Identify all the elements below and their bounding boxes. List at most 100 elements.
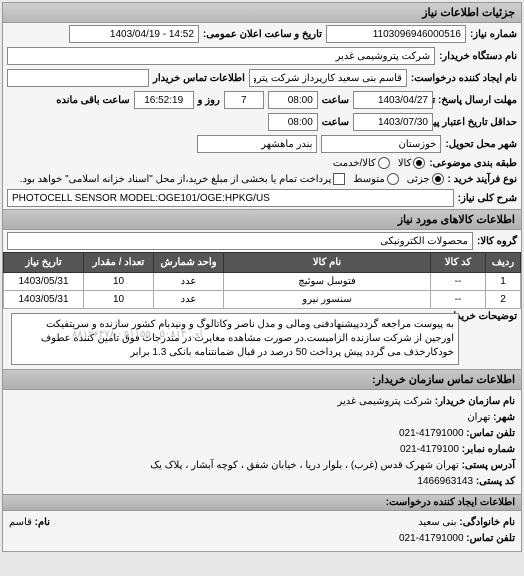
radio-dot-icon: [432, 173, 444, 185]
need-desc-input[interactable]: [7, 189, 454, 207]
panel-title: جزئیات اطلاعات نیاز: [3, 3, 521, 23]
family-label: نام خانوادگی:: [459, 517, 515, 528]
city-row: شهر: تهران: [9, 410, 515, 426]
notes-label: توضیحات خریدار:: [467, 311, 517, 322]
request-number-input[interactable]: [326, 25, 466, 43]
col-code: کد کالا: [431, 253, 486, 273]
device-label: نام دستگاه خریدار:: [439, 51, 517, 62]
validity-time-input[interactable]: [268, 113, 318, 131]
name-group: نام: قاسم: [9, 515, 50, 531]
col-unit: واحد شمارش: [154, 253, 224, 273]
family-group: نام خانوادگی: بنی سعید: [418, 515, 515, 531]
budget-goods-radio[interactable]: کالا: [398, 157, 426, 169]
validity-date-input[interactable]: [353, 113, 433, 131]
request-number-label: شماره نیاز:: [470, 29, 517, 40]
delivery-city-input[interactable]: [321, 135, 441, 153]
budget-goods-label: کالا: [398, 158, 412, 169]
radio-dot-icon: [378, 157, 390, 169]
org-name-row: نام سازمان خریدار: شرکت پتروشیمی غدیر: [9, 394, 515, 410]
remaining-days-label: روز و: [198, 95, 220, 106]
postal-row: آدرس پستی: تهران شهرک قدس (غرب) ، بلوار …: [9, 458, 515, 474]
process-small-label: جزئی: [407, 174, 430, 185]
row-notes: توضیحات خریدار: به پیوست مراجعه گرددپیشن…: [3, 309, 521, 369]
postal-value: تهران شهرک قدس (غرب) ، بلوار دریا ، خیاب…: [150, 460, 459, 471]
cell: --: [431, 291, 486, 309]
creator-contact-section: نام خانوادگی: بنی سعید نام: قاسم تلفن تم…: [3, 511, 521, 551]
row-need-desc: شرح کلی نیاز:: [3, 187, 521, 209]
process-small-radio[interactable]: جزئی: [407, 173, 444, 185]
goods-table: ردیف کد کالا نام کالا واحد شمارش تعداد /…: [3, 252, 521, 309]
process-partial-checkbox[interactable]: پرداخت تمام یا بخشی از مبلغ خرید،از محل …: [20, 173, 346, 185]
row-requester: نام ایجاد کننده درخواست: اطلاعات تماس خر…: [3, 67, 521, 89]
process-partial-label: پرداخت تمام یا بخشی از مبلغ خرید،از محل …: [20, 174, 332, 185]
cell: عدد: [154, 273, 224, 291]
goods-group-label: گروه کالا:: [477, 236, 517, 247]
col-qty: تعداد / مقدار: [84, 253, 154, 273]
budget-radio-group: کالا کالا/خدمت: [333, 157, 425, 169]
family-value: بنی سعید: [418, 517, 456, 528]
notes-box: به پیوست مراجعه گرددپیشنهادفنی ومالی و م…: [11, 313, 459, 365]
creator-name-row: نام خانوادگی: بنی سعید نام: قاسم: [9, 515, 515, 531]
response-deadline-label: مهلت ارسال پاسخ: تا تاریخ:: [437, 95, 517, 106]
cell: عدد: [154, 291, 224, 309]
budget-service-radio[interactable]: کالا/خدمت: [333, 157, 390, 169]
requester-input[interactable]: [249, 69, 407, 87]
radio-dot-icon: [387, 173, 399, 185]
fax-row: شماره نمابر: 021-4179100: [9, 442, 515, 458]
cell: 2: [486, 291, 521, 309]
public-date-input[interactable]: [69, 25, 199, 43]
remaining-time-input: [134, 91, 194, 109]
cell: 1403/05/31: [4, 273, 84, 291]
city-label: شهر:: [493, 412, 515, 423]
goods-group-input[interactable]: [7, 232, 473, 250]
response-time-input[interactable]: [268, 91, 318, 109]
fax-label: شماره نمابر:: [462, 444, 515, 455]
row-delivery-city: شهر محل تحویل:: [3, 133, 521, 155]
cell: 10: [84, 273, 154, 291]
org-name-label: نام سازمان خریدار:: [435, 396, 515, 407]
process-radio-group: جزئی متوسط پرداخت تمام یا بخشی از مبلغ خ…: [20, 173, 444, 185]
process-medium-radio[interactable]: متوسط: [353, 173, 398, 185]
phone-label: تلفن تماس:: [466, 428, 515, 439]
response-date-input[interactable]: [353, 91, 433, 109]
phone-value: 021-41791000: [399, 428, 464, 439]
port-input[interactable]: [197, 135, 317, 153]
need-desc-label: شرح کلی نیاز:: [458, 193, 517, 204]
row-process: نوع فرآیند خرید : جزئی متوسط پرداخت تمام…: [3, 171, 521, 187]
remaining-days-input: [224, 91, 264, 109]
postal-label: آدرس پستی:: [462, 460, 515, 471]
goods-section-header: اطلاعات کالاهای مورد نیاز: [3, 209, 521, 230]
cell: 1403/05/31: [4, 291, 84, 309]
buyer-contact-input[interactable]: [7, 69, 149, 87]
creator-phone-row: تلفن تماس: 021-41791000: [9, 531, 515, 547]
col-row: ردیف: [486, 253, 521, 273]
row-request-number: شماره نیاز: تاریخ و ساعت اعلان عمومی:: [3, 23, 521, 45]
creator-phone-value: 021-41791000: [399, 533, 464, 544]
table-row[interactable]: 2 -- سنسور نیرو عدد 10 1403/05/31: [4, 291, 521, 309]
name-label: نام:: [35, 517, 50, 528]
time-label-2: ساعت: [322, 117, 349, 128]
fax-value: 021-4179100: [400, 444, 459, 455]
remaining-time-label: ساعت باقی مانده: [56, 95, 129, 106]
contact-section-header: اطلاعات تماس سازمان خریدار:: [3, 369, 521, 390]
contact-section: نام سازمان خریدار: شرکت پتروشیمی غدیر شه…: [3, 390, 521, 494]
row-budget: طبقه بندی موضوعی: کالا کالا/خدمت: [3, 155, 521, 171]
cell: 1: [486, 273, 521, 291]
delivery-city-label: شهر محل تحویل:: [445, 139, 517, 150]
cell: --: [431, 273, 486, 291]
process-medium-label: متوسط: [353, 174, 384, 185]
row-response-deadline: مهلت ارسال پاسخ: تا تاریخ: ساعت روز و سا…: [3, 89, 521, 111]
cell: 10: [84, 291, 154, 309]
postcode-value: 1466963143: [417, 476, 473, 487]
checkbox-icon: [333, 173, 345, 185]
postcode-label: کد پستی:: [476, 476, 515, 487]
table-row[interactable]: 1 -- فتوسل سوئیچ عدد 10 1403/05/31: [4, 273, 521, 291]
requester-label: نام ایجاد کننده درخواست:: [411, 73, 517, 84]
budget-service-label: کالا/خدمت: [333, 158, 376, 169]
watermark-text: ای: ۵۰۸۱۴ ، ۵۱۱۵۵ - ۸۸۱۲۶۴۷۸: [72, 328, 203, 342]
table-header-row: ردیف کد کالا نام کالا واحد شمارش تعداد /…: [4, 253, 521, 273]
device-input[interactable]: [7, 47, 435, 65]
cell: سنسور نیرو: [224, 291, 431, 309]
creator-phone-label: تلفن تماس:: [466, 533, 515, 544]
main-panel: جزئیات اطلاعات نیاز شماره نیاز: تاریخ و …: [2, 2, 522, 552]
